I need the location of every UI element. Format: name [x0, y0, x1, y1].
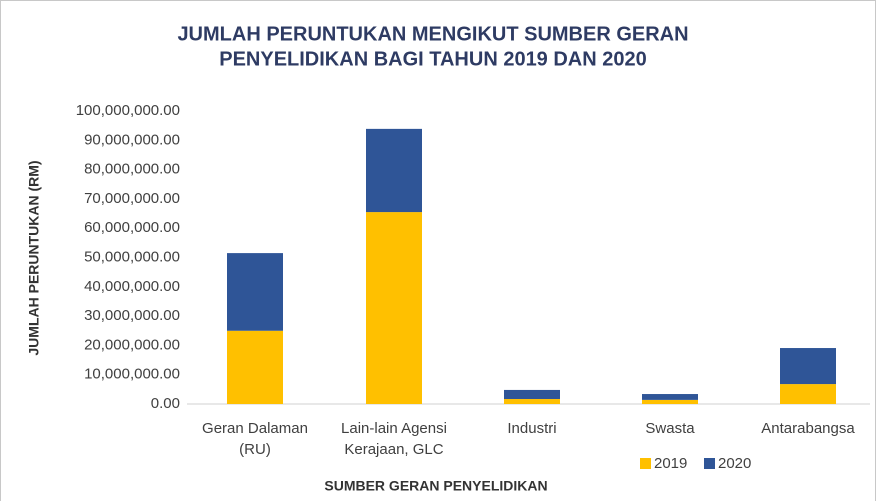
bar-segment	[227, 330, 283, 404]
y-axis-title: JUMLAH PERUNTUKAN (RM)	[26, 160, 42, 355]
bar-segment	[780, 384, 836, 404]
y-tick-label: 70,000,000.00	[84, 190, 180, 207]
bar-segment	[504, 399, 560, 404]
x-tick-label: Geran Dalaman	[202, 420, 308, 437]
bar-segment	[642, 394, 698, 400]
bar-segment	[504, 389, 560, 400]
x-tick-label: Lain-lain Agensi	[341, 420, 447, 437]
x-tick-label: Industri	[507, 420, 556, 437]
y-tick-label: 80,000,000.00	[84, 161, 180, 178]
x-tick-label: (RU)	[239, 441, 271, 458]
legend-swatch	[640, 458, 651, 469]
y-tick-label: 50,000,000.00	[84, 248, 180, 265]
bar-segment	[366, 212, 422, 404]
x-tick-label: Kerajaan, GLC	[344, 441, 443, 458]
y-tick-label: 90,000,000.00	[84, 131, 180, 148]
y-tick-label: 30,000,000.00	[84, 307, 180, 324]
bar-segment	[366, 128, 422, 213]
y-tick-label: 100,000,000.00	[76, 102, 180, 119]
chart-title: JUMLAH PERUNTUKAN MENGIKUT SUMBER GERAN	[177, 23, 688, 45]
legend-label: 2020	[718, 455, 751, 472]
y-tick-label: 0.00	[151, 395, 180, 412]
chart-title: PENYELIDIKAN BAGI TAHUN 2019 DAN 2020	[219, 48, 647, 70]
bar-segment	[227, 253, 283, 331]
y-tick-label: 20,000,000.00	[84, 336, 180, 353]
bar-segment	[780, 348, 836, 385]
legend-swatch	[704, 458, 715, 469]
x-tick-label: Swasta	[645, 420, 695, 437]
y-tick-label: 60,000,000.00	[84, 219, 180, 236]
y-tick-label: 40,000,000.00	[84, 278, 180, 295]
x-tick-label: Antarabangsa	[761, 420, 855, 437]
y-tick-label: 10,000,000.00	[84, 366, 180, 383]
legend-label: 2019	[654, 455, 687, 472]
bar-segment	[642, 399, 698, 404]
x-axis-title: SUMBER GERAN PENYELIDIKAN	[324, 478, 547, 494]
